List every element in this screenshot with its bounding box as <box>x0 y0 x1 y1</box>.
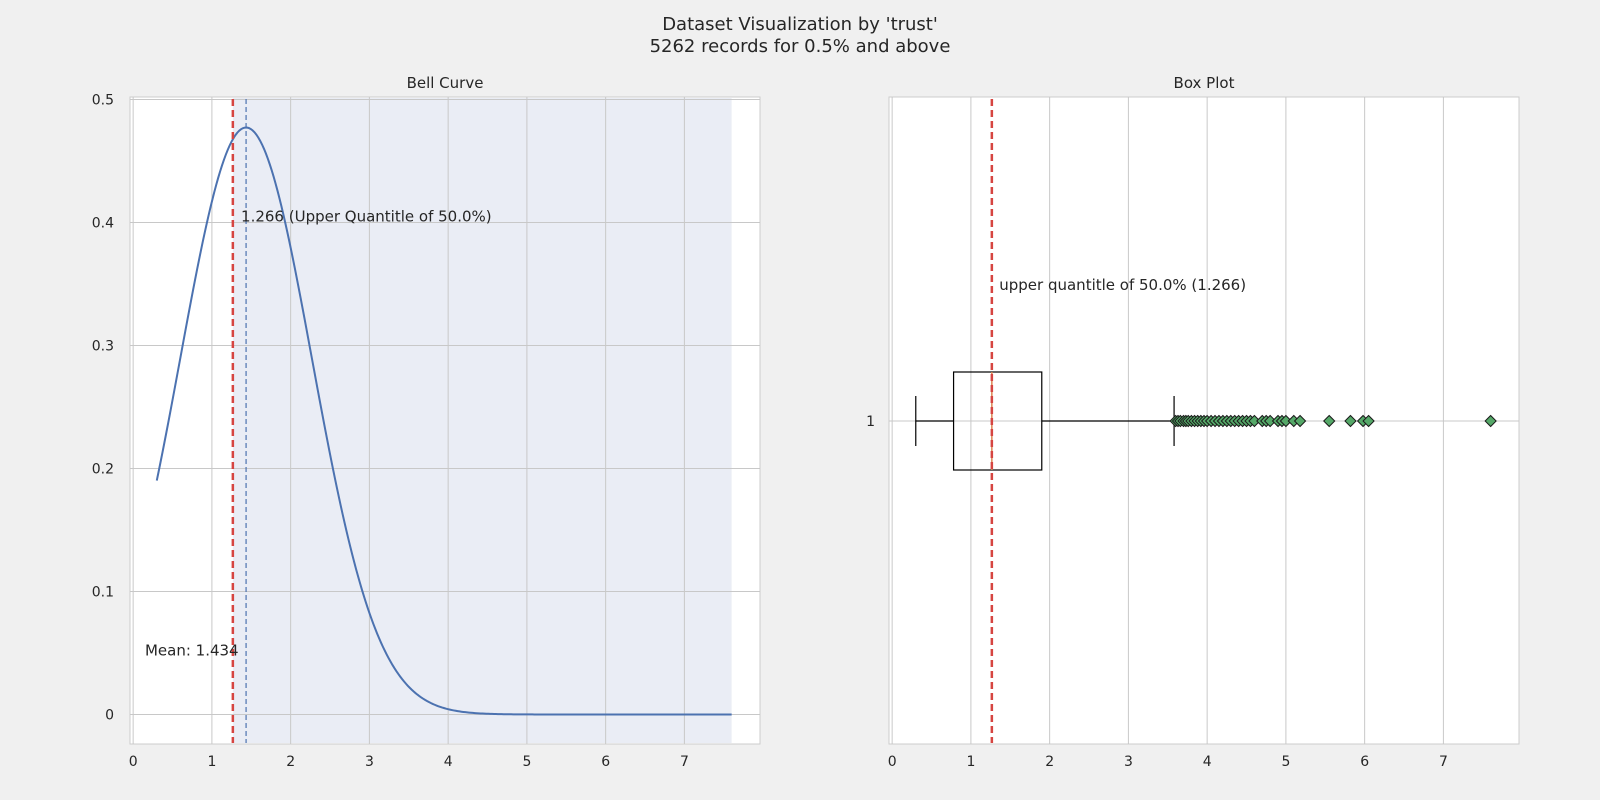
figure-title-line2: 5262 records for 0.5% and above <box>650 36 951 57</box>
bell-x-tick-label: 4 <box>444 754 453 770</box>
box-x-tick-label: 2 <box>1045 754 1054 770</box>
bell-y-tick-label: 0.4 <box>92 215 114 231</box>
box-x-tick-label: 1 <box>966 754 975 770</box>
bell-y-tick-label: 0 <box>105 707 114 723</box>
box-iqr <box>952 371 1043 471</box>
box-outlier-point <box>1362 414 1375 428</box>
bell-curve-line <box>155 126 732 716</box>
bell-x-tick-label: 6 <box>601 754 610 770</box>
box-outlier-point <box>1484 414 1497 428</box>
bell-shaded-region <box>232 98 732 743</box>
box-outlier-point <box>1293 414 1307 428</box>
bell-x-tick-label: 5 <box>522 754 531 770</box>
bell-x-tick-label: 3 <box>365 754 374 770</box>
box-outlier-point <box>1323 414 1336 428</box>
bell-y-tick-label: 0.1 <box>92 584 114 600</box>
box-x-tick-label: 6 <box>1360 754 1369 770</box>
bell-x-tick-label: 7 <box>680 754 689 770</box>
box-x-tick-label: 0 <box>888 754 897 770</box>
bell-x-tick-label: 1 <box>207 754 216 770</box>
bell-curve-title: Bell Curve <box>407 74 484 92</box>
figure-title-line1: Dataset Visualization by 'trust' <box>662 14 938 35</box>
box-quantile-annotation: upper quantitle of 50.0% (1.266) <box>999 276 1246 294</box>
box-x-tick-label: 5 <box>1281 754 1290 770</box>
bell-y-tick-label: 0.2 <box>92 461 114 477</box>
box-x-tick-label: 7 <box>1439 754 1448 770</box>
bell-y-tick-label: 0.3 <box>92 338 114 354</box>
box-outlier-point <box>1344 414 1357 428</box>
box-x-tick-label: 4 <box>1203 754 1212 770</box>
box-plot-title: Box Plot <box>1174 74 1235 92</box>
bell-quantile-annotation: 1.266 (Upper Quantitle of 50.0%) <box>241 207 492 225</box>
bell-curve-panel: Bell Curve 0 1 2 3 4 5 6 7 0 0.1 0.2 0.3 0.4 0.5 1.26… <box>92 74 761 770</box>
box-x-tick-label: 3 <box>1124 754 1133 770</box>
box-y-tick-label: 1 <box>866 414 875 430</box>
bell-y-tick-label: 0.5 <box>92 92 114 108</box>
box-plot-panel: Box Plot 0 1 2 3 4 5 6 7 1 upper quantitle of 50… <box>866 74 1520 770</box>
bell-x-tick-label: 2 <box>286 754 295 770</box>
bell-x-tick-label: 0 <box>129 754 138 770</box>
bell-mean-annotation: Mean: 1.434 <box>145 642 239 660</box>
